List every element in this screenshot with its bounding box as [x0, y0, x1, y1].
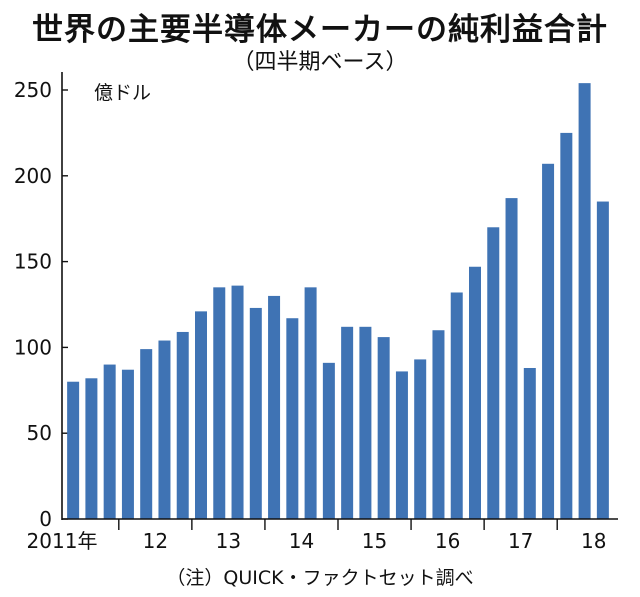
bar	[85, 378, 98, 519]
x-tick-label: 18	[581, 529, 606, 553]
x-tick-label: 15	[362, 529, 387, 553]
chart-title: 世界の主要半導体メーカーの純利益合計	[32, 12, 608, 48]
chart-subtitle: （四半期ベース）	[232, 50, 408, 75]
bar	[505, 198, 518, 519]
y-tick-label: 50	[27, 421, 52, 445]
bar	[322, 362, 335, 519]
y-tick-label: 200	[14, 164, 52, 188]
bar	[67, 381, 80, 519]
bar	[121, 369, 134, 519]
bar	[395, 371, 408, 519]
x-tick-label: 13	[216, 529, 241, 553]
x-tick-label: 16	[435, 529, 460, 553]
x-tick-label: 17	[508, 529, 533, 553]
bar	[158, 340, 171, 519]
bar	[450, 292, 463, 519]
bar	[341, 326, 354, 519]
y-unit-label: 億ドル	[94, 82, 151, 104]
bar	[213, 287, 226, 519]
x-axis: 2011年 12 13 14 15 16 17 18	[27, 518, 618, 553]
y-tick-label: 0	[39, 507, 52, 531]
y-tick-label: 150	[14, 250, 52, 274]
bar	[432, 330, 445, 519]
bars	[67, 83, 609, 520]
bar	[469, 266, 481, 519]
bar	[542, 163, 555, 519]
bar	[103, 364, 116, 519]
bar	[560, 132, 573, 519]
bar	[578, 83, 591, 520]
bar	[523, 367, 536, 519]
x-tick-label: 2011年	[27, 529, 98, 553]
y-axis: 0 50 100 150 200 250	[14, 72, 68, 531]
x-tick-label: 14	[289, 529, 314, 553]
x-tick-label: 12	[143, 529, 168, 553]
source-note: （注）QUICK・ファクトセット調べ	[166, 567, 474, 589]
bar	[377, 337, 390, 519]
bar	[176, 331, 189, 519]
bar	[359, 326, 372, 519]
bar	[414, 359, 427, 519]
y-tick-label: 100	[14, 335, 52, 359]
bar	[487, 227, 500, 519]
bar	[249, 307, 262, 519]
bar	[140, 349, 153, 519]
bar	[304, 287, 317, 519]
bar	[596, 201, 609, 520]
bar	[268, 295, 281, 519]
y-tick-label: 250	[14, 78, 52, 102]
bar	[195, 311, 207, 519]
bar	[286, 318, 299, 519]
bar	[231, 285, 244, 519]
